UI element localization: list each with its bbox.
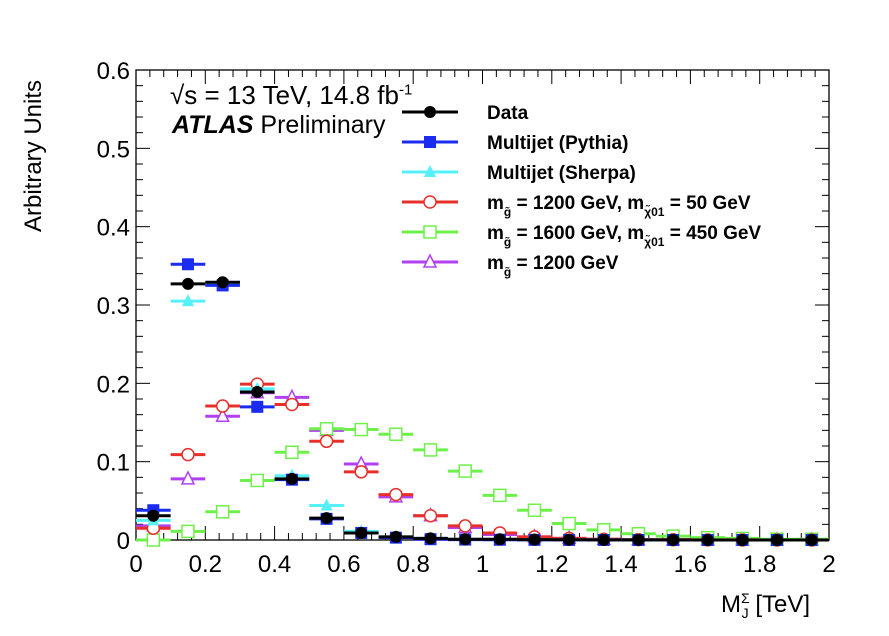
- series-multijet-sherpa-: [136, 276, 829, 545]
- data-point: [354, 422, 368, 437]
- x-tick-label: 0: [129, 551, 142, 578]
- legend-label-signal-1200-50: mg̃ = 1200 GeV, mχ̃01 = 50 GeV: [487, 193, 751, 219]
- data-point: [181, 258, 194, 271]
- x-tick-label: 1.4: [604, 551, 637, 578]
- x-axis-label-unit: [TeV]: [748, 591, 811, 618]
- data-point: [389, 427, 403, 441]
- data-point: [528, 533, 541, 546]
- x-axis-label-m: M: [721, 591, 741, 618]
- axes-frame: 0 0.2 0.4 0.6 0.8 1 1.2 1.4 1.6 1.8 2 0 0.1 0.2 0.3 0.4…: [97, 58, 836, 578]
- x-tick-label: 1.8: [743, 551, 776, 578]
- data-point: [181, 524, 195, 539]
- data-point: [563, 533, 576, 546]
- data-point: [215, 407, 230, 422]
- y-axis-label: Arbitrary Units: [20, 79, 47, 233]
- y-tick-label: 0.5: [97, 136, 130, 163]
- data-point: [320, 498, 333, 511]
- data-point: [180, 470, 196, 485]
- x-tick-label: 0.4: [258, 551, 291, 578]
- data-point: [250, 473, 265, 488]
- data-point: [285, 472, 298, 485]
- data-point: [736, 534, 749, 546]
- series-multijet-pythia-: [136, 258, 829, 546]
- data-point: [181, 294, 194, 307]
- legend-marker: [424, 106, 436, 118]
- data-point: [146, 533, 161, 547]
- data-point: [285, 397, 299, 412]
- atlas-logo-text: ATLAS: [172, 111, 254, 139]
- data-point: [354, 465, 368, 479]
- legend-marker: [423, 225, 437, 239]
- legend-label-pythia: Multijet (Pythia): [487, 133, 628, 154]
- y-tick-label: 0.1: [97, 450, 130, 477]
- data-point: [147, 509, 160, 522]
- legend-marker: [422, 253, 438, 268]
- legend-marker: [424, 165, 436, 177]
- series-m-g-1200-gev: [136, 384, 829, 546]
- data-point: [181, 277, 194, 290]
- legend-label-sherpa: Multijet (Sherpa): [487, 163, 636, 184]
- data-point: [771, 534, 784, 546]
- data-point: [423, 508, 438, 523]
- data-point: [667, 533, 680, 546]
- atlas-preliminary-text: Preliminary: [253, 111, 386, 139]
- data-point: [285, 445, 299, 460]
- x-tick-label: 1.2: [535, 551, 568, 578]
- x-axis-label-sup: Σ: [741, 590, 750, 606]
- data-point: [423, 443, 438, 457]
- data-point: [320, 512, 333, 525]
- data-point: [527, 503, 542, 517]
- x-tick-label: 0.8: [397, 551, 430, 578]
- data-marks: [136, 258, 829, 547]
- x-axis-label: MΣJ [TeV]: [721, 590, 810, 621]
- legend-label-data: Data: [487, 103, 529, 124]
- data-point: [389, 487, 403, 502]
- data-point: [424, 532, 437, 545]
- atlas-label: ATLAS Preliminary: [172, 111, 385, 140]
- y-tick-label: 0.4: [97, 215, 130, 242]
- legend-label-signal-1600-450: mg̃ = 1600 GeV, mχ̃01 = 450 GeV: [487, 223, 761, 249]
- legend-label-signal-1200: mg̃ = 1200 GeV: [487, 253, 619, 279]
- energy-luminosity-label: √s = 13 TeV, 14.8 fb-1: [170, 80, 412, 111]
- data-point: [458, 464, 472, 478]
- legend-marker: [424, 136, 436, 148]
- data-point: [597, 533, 610, 546]
- series-m-g-1200-gev-m-01-50-gev: [136, 377, 829, 547]
- legend-marker: [423, 195, 437, 209]
- data-point: [319, 434, 334, 449]
- y-tick-label: 0.2: [97, 371, 130, 398]
- x-tick-label: 1: [476, 551, 489, 578]
- data-point: [632, 533, 645, 546]
- data-point: [319, 422, 334, 436]
- energy-exponent: -1: [398, 81, 413, 99]
- data-point: [493, 488, 507, 503]
- plot-frame: [135, 69, 830, 541]
- y-tick-label: 0: [117, 528, 130, 555]
- data-point: [251, 400, 264, 413]
- data-point: [389, 530, 402, 543]
- y-tick-label: 0.3: [97, 293, 130, 320]
- x-tick-label: 2: [822, 551, 835, 578]
- x-tick-label: 0.2: [189, 551, 222, 578]
- x-tick-label: 0.6: [327, 551, 360, 578]
- data-point: [805, 534, 818, 546]
- data-point: [493, 533, 506, 546]
- x-tick-label: 1.6: [674, 551, 707, 578]
- data-point: [355, 526, 368, 539]
- data-point: [215, 505, 230, 519]
- data-point: [216, 276, 229, 289]
- x-axis-label-sub: J: [741, 604, 749, 621]
- data-point: [458, 519, 472, 533]
- series-data: [136, 276, 829, 546]
- data-point: [215, 399, 230, 413]
- data-point: [562, 516, 576, 531]
- data-point: [251, 385, 264, 398]
- legend: Data Multijet (Pythia) Multijet (Sherpa) mg…: [402, 103, 761, 279]
- data-point: [181, 447, 195, 462]
- data-point: [459, 533, 472, 546]
- data-point: [701, 534, 714, 546]
- energy-text: √s = 13 TeV, 14.8 fb: [170, 80, 399, 110]
- y-tick-label: 0.6: [97, 58, 130, 85]
